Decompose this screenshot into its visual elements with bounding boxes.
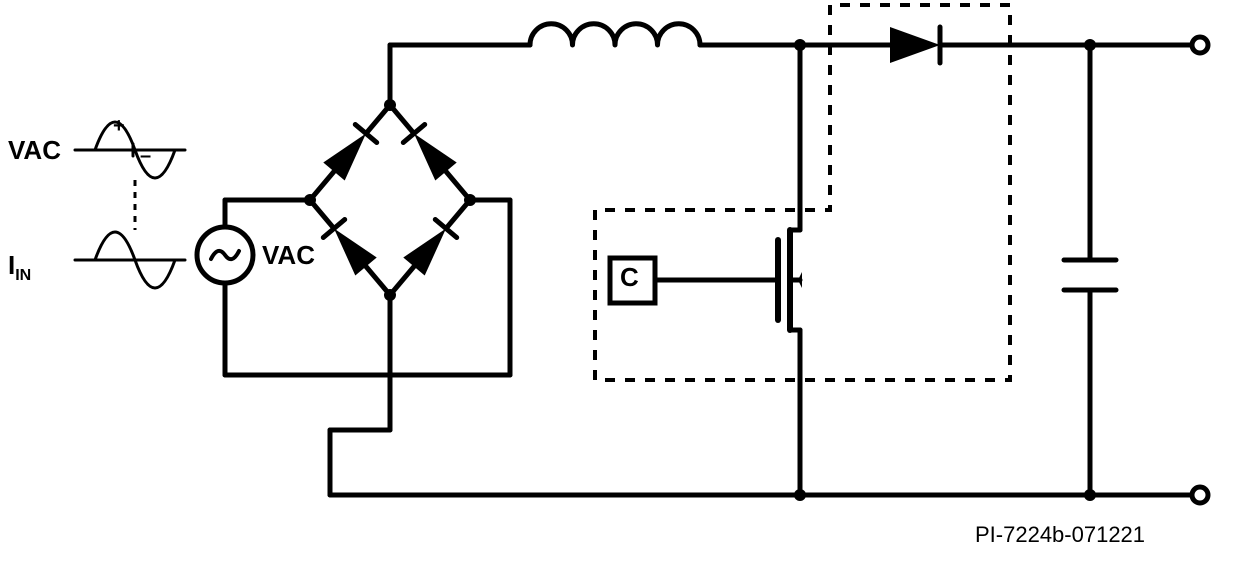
label-controller: C: [620, 262, 639, 293]
label-plus: +: [113, 115, 125, 138]
label-vac-wave: VAC: [8, 135, 61, 166]
label-minus: –: [140, 145, 151, 168]
circuit-diagram: [0, 0, 1233, 569]
label-figure-id: PI-7224b-071221: [975, 522, 1145, 548]
label-iin-wave: IIN: [8, 250, 31, 285]
label-vac-source: VAC: [262, 240, 315, 271]
